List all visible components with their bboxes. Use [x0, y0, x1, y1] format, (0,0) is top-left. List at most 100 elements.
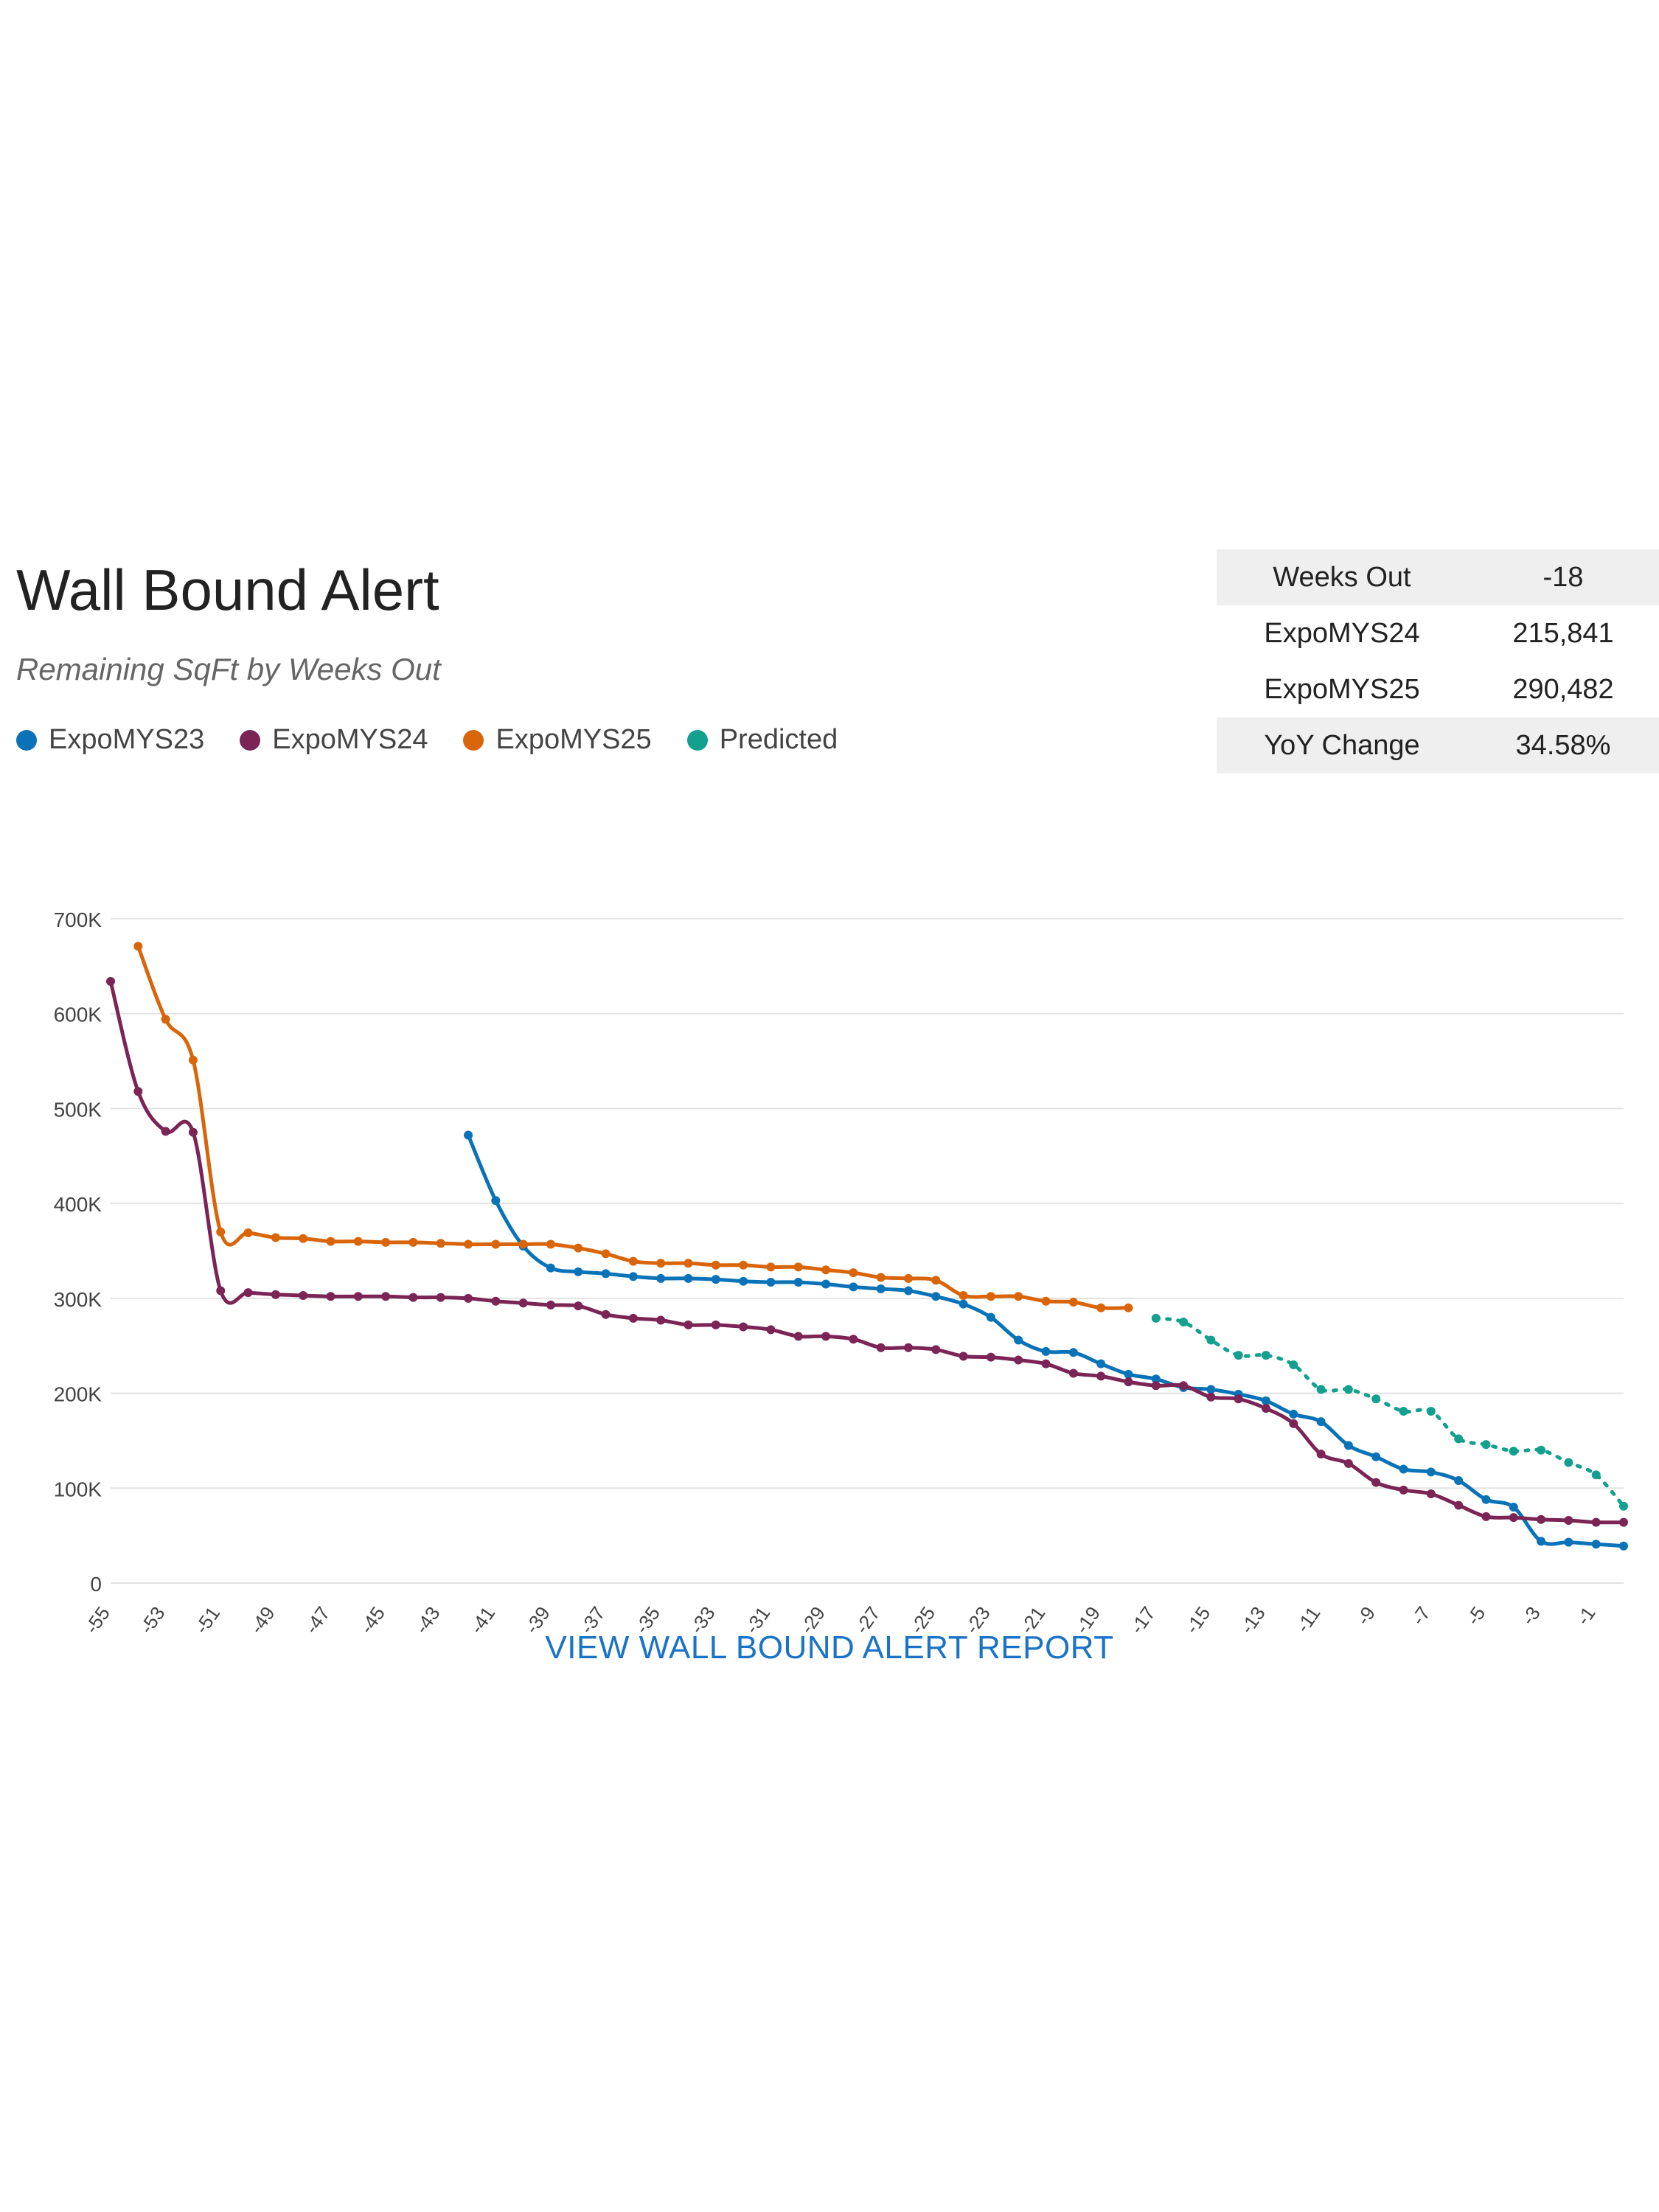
data-point-expomys24	[1537, 1514, 1546, 1524]
legend: ExpoMYS23 ExpoMYS24 ExpoMYS25 Predicted	[16, 724, 838, 756]
data-point-expomys23	[986, 1312, 995, 1322]
summary-footer-value: 34.58%	[1467, 717, 1659, 773]
data-point-expomys25	[766, 1262, 776, 1272]
data-point-expomys25	[876, 1273, 886, 1282]
data-point-expomys25	[1096, 1303, 1106, 1312]
data-point-expomys24	[1371, 1478, 1381, 1487]
data-point-expomys24	[1619, 1517, 1628, 1527]
data-point-expomys24	[1481, 1512, 1491, 1521]
series-line-expomys23	[466, 1133, 1626, 1548]
summary-row: ExpoMYS24 215,841	[1217, 605, 1659, 661]
data-point-expomys25	[931, 1276, 941, 1285]
data-point-predicted	[1234, 1351, 1243, 1360]
data-point-expomys25	[408, 1237, 418, 1247]
data-point-expomys24	[849, 1335, 858, 1344]
data-point-expomys23	[628, 1272, 638, 1281]
data-point-expomys24	[546, 1300, 555, 1310]
data-point-expomys23	[931, 1292, 941, 1301]
data-point-expomys25	[574, 1243, 583, 1253]
data-point-expomys25	[353, 1237, 363, 1246]
data-point-expomys23	[1481, 1495, 1491, 1504]
data-point-expomys24	[1289, 1419, 1298, 1428]
data-point-expomys25	[711, 1260, 720, 1270]
data-point-expomys23	[959, 1299, 968, 1309]
summary-table: Weeks Out -18 ExpoMYS24 215,841 ExpoMYS2…	[1217, 549, 1659, 773]
legend-item-expomys24[interactable]: ExpoMYS24	[240, 724, 428, 756]
legend-label: Predicted	[719, 724, 838, 755]
legend-dot-icon	[686, 729, 708, 751]
data-point-expomys24	[986, 1352, 995, 1362]
data-point-expomys23	[1068, 1348, 1078, 1357]
data-point-expomys24	[464, 1293, 473, 1303]
data-point-predicted	[1343, 1385, 1353, 1394]
data-point-expomys23	[1619, 1541, 1628, 1551]
data-point-expomys24	[1454, 1500, 1464, 1510]
data-point-expomys23	[1261, 1396, 1270, 1405]
data-point-expomys24	[1014, 1355, 1023, 1365]
legend-item-predicted[interactable]: Predicted	[686, 724, 838, 756]
data-point-expomys25	[1041, 1296, 1051, 1306]
data-point-expomys23	[656, 1273, 666, 1283]
data-point-expomys23	[601, 1269, 611, 1279]
legend-item-expomys25[interactable]: ExpoMYS25	[463, 724, 652, 756]
data-point-expomys24	[1399, 1485, 1408, 1495]
data-point-expomys23	[821, 1279, 831, 1289]
data-point-expomys24	[574, 1301, 583, 1311]
series-line-expomys25	[136, 944, 1130, 1310]
x-tick-label: -9	[1352, 1602, 1380, 1629]
data-point-expomys24	[1096, 1371, 1106, 1381]
data-point-expomys23	[1343, 1441, 1353, 1450]
data-point-expomys25	[464, 1239, 473, 1249]
data-point-predicted	[1481, 1440, 1491, 1450]
summary-header-row: Weeks Out -18	[1217, 549, 1659, 605]
data-point-expomys23	[684, 1273, 693, 1283]
data-point-expomys23	[849, 1282, 858, 1292]
data-point-predicted	[1564, 1458, 1573, 1467]
data-point-expomys23	[491, 1196, 501, 1206]
data-point-expomys25	[271, 1233, 280, 1242]
view-report-link[interactable]: VIEW WALL BOUND ALERT REPORT	[545, 1630, 1114, 1666]
data-point-expomys24	[1151, 1381, 1161, 1391]
data-point-expomys25	[628, 1256, 638, 1266]
data-point-expomys24	[1234, 1394, 1243, 1404]
data-point-expomys23	[1096, 1359, 1106, 1368]
data-point-expomys23	[1289, 1409, 1298, 1419]
data-point-expomys25	[133, 942, 143, 951]
data-point-expomys23	[903, 1286, 913, 1295]
data-point-expomys25	[188, 1055, 198, 1065]
data-point-expomys23	[793, 1277, 803, 1287]
legend-item-expomys23[interactable]: ExpoMYS23	[16, 724, 204, 756]
data-point-expomys23	[1426, 1467, 1436, 1477]
data-point-expomys24	[133, 1087, 143, 1096]
data-point-expomys23	[574, 1267, 583, 1276]
data-point-expomys25	[1068, 1298, 1078, 1307]
data-point-expomys24	[1343, 1458, 1353, 1468]
y-tick-label: 100K	[54, 1478, 102, 1500]
data-point-expomys23	[1014, 1335, 1023, 1345]
data-point-expomys24	[601, 1310, 611, 1319]
y-tick-label: 500K	[54, 1098, 102, 1121]
data-point-expomys24	[1261, 1404, 1270, 1413]
data-point-expomys24	[903, 1343, 913, 1352]
data-point-predicted	[1426, 1407, 1436, 1416]
data-point-expomys25	[326, 1237, 335, 1246]
data-point-expomys24	[106, 976, 115, 986]
legend-dot-icon	[240, 729, 261, 751]
data-point-expomys23	[1041, 1346, 1051, 1356]
x-tick-label: -7	[1407, 1602, 1435, 1629]
data-point-expomys25	[739, 1260, 748, 1270]
y-tick-label: 0	[90, 1573, 102, 1596]
summary-row-label: ExpoMYS24	[1264, 617, 1420, 649]
data-point-expomys24	[326, 1292, 335, 1301]
data-point-expomys25	[1014, 1292, 1023, 1301]
legend-dot-icon	[16, 729, 37, 751]
data-point-expomys24	[1509, 1513, 1518, 1523]
legend-dot-icon	[463, 729, 484, 751]
data-point-predicted	[1316, 1385, 1326, 1394]
data-point-predicted	[1399, 1407, 1408, 1416]
data-point-expomys23	[546, 1263, 555, 1273]
data-point-expomys25	[299, 1234, 308, 1243]
data-point-expomys23	[1151, 1374, 1161, 1384]
data-point-expomys23	[1591, 1540, 1601, 1549]
data-point-expomys25	[243, 1228, 253, 1238]
